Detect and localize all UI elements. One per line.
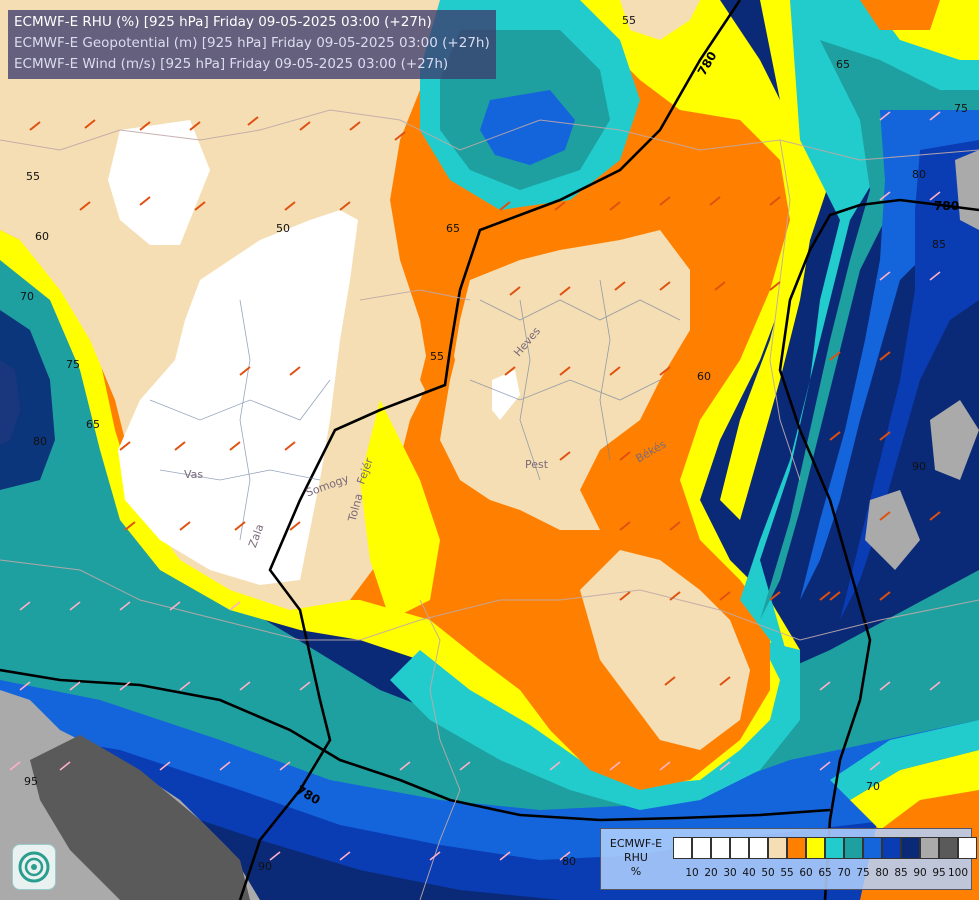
legend-tick-label: 20: [704, 867, 718, 879]
legend-title-variable: RHU: [624, 851, 648, 864]
header-line-wind: ECMWF-E Wind (m/s) [925 hPa] Friday 09-0…: [14, 56, 449, 72]
legend-tick-label: 75: [856, 867, 870, 879]
legend-tick-label: 85: [894, 867, 908, 879]
legend-swatch: [768, 837, 787, 859]
rh-grey-east-1: [930, 400, 979, 480]
rh-band-cyan-ne: [740, 0, 979, 700]
label-rh-90-s: 90: [258, 860, 272, 873]
label-rh-85-e: 85: [932, 238, 946, 251]
label-rh-70: 70: [20, 290, 34, 303]
legend-swatch: [692, 837, 711, 859]
label-rh-60-e: 60: [697, 370, 711, 383]
wind-barbs: [29, 116, 941, 686]
swirl-icon: [18, 851, 50, 883]
geopotential-780-line-south: [0, 668, 831, 822]
legend-swatch: [749, 837, 768, 859]
map-header: ECMWF-E RHU (%) [925 hPa] Friday 09-05-2…: [8, 10, 496, 79]
header-line-rhu: ECMWF-E RHU (%) [925 hPa] Friday 09-05-2…: [14, 14, 432, 30]
rh-darkgrey-sw: [30, 735, 250, 900]
label-geo-780-e: 780: [934, 199, 959, 213]
legend-tick-label: 90: [913, 867, 927, 879]
label-rh-90-e: 90: [912, 460, 926, 473]
rh-white-main: [118, 210, 358, 585]
label-rh-55-n: 55: [622, 14, 636, 27]
label-rh-65-ne: 65: [836, 58, 850, 71]
legend-tick-label: 95: [932, 867, 946, 879]
legend-tick-label: 55: [780, 867, 794, 879]
legend-tick-label: 40: [742, 867, 756, 879]
label-rh-75: 75: [66, 358, 80, 371]
rh-wheat-center: [440, 230, 690, 530]
label-rh-70-se: 70: [866, 780, 880, 793]
rh-orange-ne: [860, 0, 940, 30]
legend-swatch: [863, 837, 882, 859]
legend-tick-label: 10: [685, 867, 699, 879]
rh-yellow-se: [850, 750, 979, 830]
label-rh-65-n: 65: [446, 222, 460, 235]
geopotential-780-line-west: [238, 0, 742, 900]
county-lines: [149, 279, 681, 541]
rh-band-blue-north: [480, 90, 575, 165]
legend-tick-label: 65: [818, 867, 832, 879]
rh-wheat-north: [620, 0, 700, 40]
label-rh-65-w: 65: [86, 418, 100, 431]
rh-yellow-tongue: [360, 400, 440, 620]
legend-tick-label: 70: [837, 867, 851, 879]
legend-swatch: [806, 837, 825, 859]
legend-tick-label: 60: [799, 867, 813, 879]
label-rh-95-sw: 95: [24, 775, 38, 788]
rh-white-center: [492, 370, 520, 420]
legend-swatch: [825, 837, 844, 859]
legend-swatch: [939, 837, 958, 859]
color-legend: ECMWF-E RHU % 10 20 30 40 50 55 60 65 70 75 80 85 90…: [600, 828, 977, 890]
borders: [0, 109, 979, 900]
rh-band-cyan-main: [390, 640, 800, 810]
legend-title-model: ECMWF-E: [609, 837, 663, 850]
rh-cyan-se: [830, 720, 979, 800]
place-pest: Pest: [525, 458, 549, 471]
ecmwf-logo: [12, 844, 56, 890]
legend-swatch: [958, 837, 977, 859]
legend-swatch: [730, 837, 749, 859]
legend-swatch: [901, 837, 920, 859]
rh-band-teal-ne: [760, 40, 979, 620]
legend-tick-label: 100: [947, 867, 969, 879]
label-rh-55-c: 55: [430, 350, 444, 363]
legend-swatch: [711, 837, 730, 859]
label-rh-50: 50: [276, 222, 290, 235]
legend-swatch: [787, 837, 806, 859]
place-vas: Vas: [184, 468, 203, 481]
geopotential-780-line-east: [778, 198, 979, 900]
wind-barbs-light: [9, 111, 941, 861]
legend-swatch: [920, 837, 939, 859]
legend-tick-label: 30: [723, 867, 737, 879]
label-rh-55-a: 55: [26, 170, 40, 183]
legend-title-unit: %: [630, 865, 642, 878]
rh-wheat-southeast: [580, 550, 750, 750]
rh-grey-east-2: [865, 490, 920, 570]
legend-swatch: [673, 837, 692, 859]
legend-title: ECMWF-E RHU %: [605, 837, 667, 879]
rh-navy-west: [0, 310, 55, 490]
label-rh-80-ne: 80: [912, 168, 926, 181]
label-rh-80-w: 80: [33, 435, 47, 448]
legend-swatch: [844, 837, 863, 859]
label-rh-75-ne: 75: [954, 102, 968, 115]
legend-tick-label: 50: [761, 867, 775, 879]
header-line-geopotential: ECMWF-E Geopotential (m) [925 hPa] Frida…: [14, 35, 490, 51]
label-rh-80-s: 80: [562, 855, 576, 868]
rh-white-west: [108, 120, 210, 245]
label-rh-60: 60: [35, 230, 49, 243]
legend-tick-label: 80: [875, 867, 889, 879]
legend-swatch: [882, 837, 901, 859]
